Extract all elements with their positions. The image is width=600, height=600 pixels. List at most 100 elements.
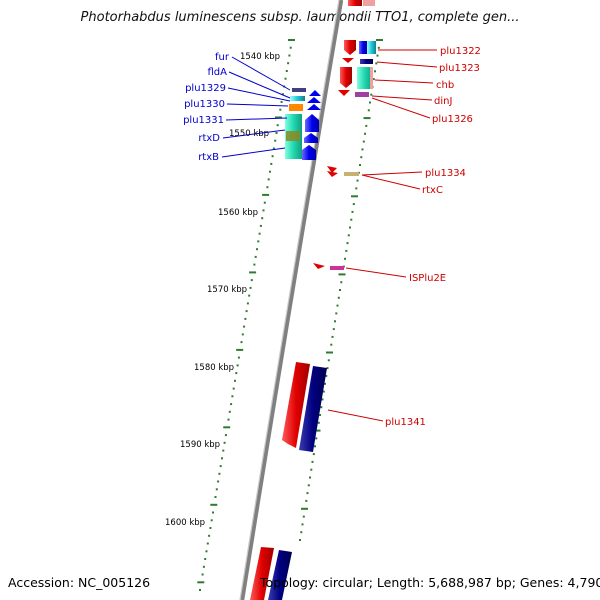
ruler-tick-major [288,39,295,41]
ruler-tick-minor [276,124,279,127]
gene-feature[interactable] [344,40,356,55]
gene-label-isplu2e[interactable]: ISPlu2E [409,273,446,284]
ruler-tick-minor [246,302,249,305]
ruler-tick-minor [306,492,309,495]
leader-lines-left [221,56,291,158]
gene-label-plu1334[interactable]: plu1334 [425,168,466,179]
ruler-tick-minor [319,414,321,416]
gene-feature[interactable] [359,41,367,54]
gene-feature[interactable] [330,266,344,270]
gene-label-plu1341[interactable]: plu1341 [385,417,426,428]
gene-label-rtxd[interactable]: rtxD [198,133,220,144]
ruler-tick-minor [240,341,243,344]
gene-feature[interactable] [309,90,321,96]
ruler-tick-minor [214,496,217,498]
ruler-tick-minor [326,367,329,370]
gene-label-plu1322[interactable]: plu1322 [440,46,481,57]
ruler-label-1560: 1560 kbp [218,208,258,218]
gene-feature[interactable] [307,97,321,103]
gene-feature[interactable] [268,550,292,600]
gene-label-rtxc[interactable]: rtxC [422,185,443,196]
ruler-tick-minor [208,534,211,537]
ruler-tick-minor [356,179,359,182]
gene-feature[interactable] [286,131,300,141]
leader-lines-right [327,49,438,422]
ruler-tick-minor [258,232,261,235]
ruler-tick-minor [284,77,287,80]
ruler-label-1580: 1580 kbp [194,363,234,373]
gene-feature[interactable] [302,145,316,160]
gene-feature[interactable] [367,41,376,54]
gene-feature[interactable] [282,362,310,448]
ruler-tick-minor [352,203,355,206]
gene-feature[interactable] [292,88,306,92]
gene-label-chb[interactable]: chb [436,80,454,91]
gene-feature[interactable] [340,67,352,88]
ruler-tick-minor [309,476,311,479]
gene-feature[interactable] [327,171,338,177]
ruler-tick-minor [327,359,330,362]
gene-feature[interactable] [307,104,321,110]
ruler-tick-minor [223,441,226,444]
ruler-tick-major [351,195,358,198]
ruler-tick-minor [346,242,349,245]
gene-feature[interactable] [342,58,354,63]
gene-label-rtxb[interactable]: rtxB [198,152,219,163]
ruler-tick-minor [248,294,251,297]
ruler-tick-minor [253,263,256,266]
ruler-tick-minor [300,531,303,534]
gene-feature[interactable] [305,114,319,132]
gene-feature[interactable] [289,104,303,111]
ruler-tick-major [197,581,205,584]
ruler-tick-minor [349,226,351,229]
ruler-tick-minor [234,379,236,382]
gene-feature[interactable] [370,67,373,89]
gene-feature[interactable] [304,133,318,143]
gene-label-plu1329[interactable]: plu1329 [185,83,226,94]
ruler-tick-minor [325,374,328,377]
ruler-tick-minor [299,539,301,541]
ruler-tick-minor [370,93,373,96]
ruler-tick-minor [302,515,305,518]
ruler-tick-minor [272,147,275,150]
ruler-tick-minor [375,62,378,65]
ruler-tick-major [338,273,346,276]
gene-label-dinj[interactable]: dinJ [434,96,452,107]
ruler-ticks-right [299,39,383,541]
gene-feature[interactable] [338,90,350,96]
ruler-tick-minor [219,465,222,468]
ruler-label-1550: 1550 kbp [229,129,269,139]
ruler-tick-minor [374,70,376,73]
ruler-tick-minor [377,46,380,49]
ruler-tick-minor [235,372,238,375]
ruler-tick-minor [322,390,325,393]
ruler-tick-minor [261,217,264,220]
gene-feature[interactable] [250,547,274,600]
ruler-tick-minor [307,484,310,487]
gene-label-plu1326[interactable]: plu1326 [432,114,473,125]
gene-label-plu1330[interactable]: plu1330 [184,99,225,110]
ruler-tick-minor [355,187,358,190]
ruler-tick-minor [344,257,346,260]
gene-feature[interactable] [357,67,372,89]
gene-feature[interactable] [290,96,305,101]
gene-label-fur[interactable]: fur [215,52,230,63]
gene-feature[interactable] [348,0,362,6]
ruler-tick-minor [320,406,323,409]
gene-feature[interactable] [360,59,373,64]
gene-feature[interactable] [344,172,359,176]
gene-label-plu1323[interactable]: plu1323 [439,63,480,74]
ruler-tick-minor [287,62,290,65]
gene-label-flda[interactable]: fldA [208,67,228,78]
gene-feature[interactable] [313,263,325,269]
ruler-tick-major [326,351,333,354]
ruler-label-1570: 1570 kbp [207,285,247,295]
ruler-tick-minor [257,240,260,243]
accession-text: Accession: NC_005126 [8,575,151,590]
gene-feature[interactable] [299,366,327,452]
gene-feature[interactable] [363,0,375,6]
gene-feature[interactable] [327,166,337,173]
gene-label-plu1331[interactable]: plu1331 [183,115,224,126]
gene-feature[interactable] [355,92,369,97]
ruler-ticks-left [197,39,295,591]
